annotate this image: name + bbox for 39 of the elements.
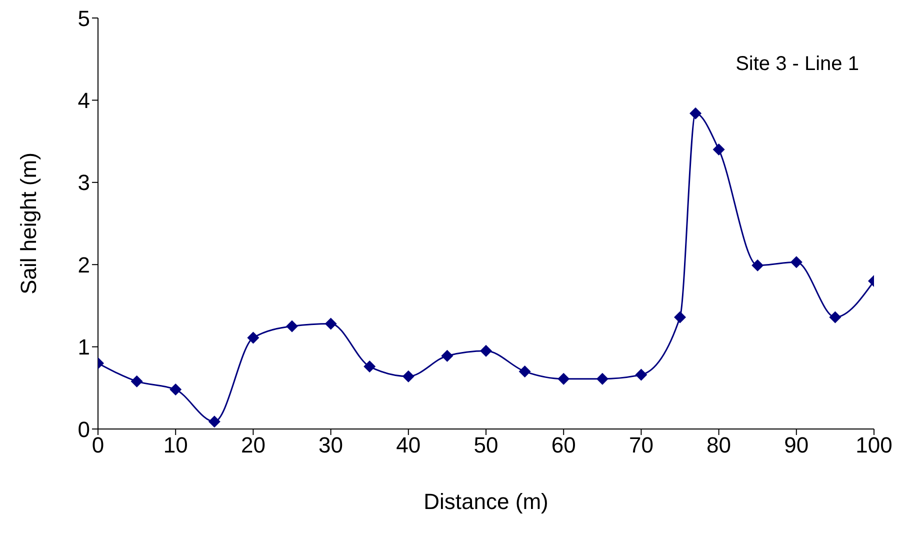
y-tick-label: 4: [78, 88, 90, 114]
point: [712, 144, 725, 156]
point: [324, 318, 337, 330]
point: [441, 350, 454, 362]
x-tick-label: 60: [551, 432, 576, 458]
annotation: Site 3 - Line 1: [736, 53, 859, 76]
x-tick-label: 40: [396, 432, 421, 458]
x-tick-label: 80: [706, 432, 732, 458]
point: [674, 311, 686, 324]
x-axis-title: Distance (m): [424, 489, 548, 514]
point: [635, 368, 648, 381]
point: [558, 372, 570, 385]
y-tick-label: 5: [78, 6, 90, 31]
point: [247, 332, 260, 344]
x-tick-label: 100: [856, 432, 892, 458]
point: [829, 311, 842, 324]
x-tick-label: 70: [628, 432, 654, 458]
x-tick-label: 50: [474, 432, 498, 458]
y-axis-title: Sail height (m): [16, 152, 41, 294]
point: [208, 416, 220, 428]
point: [480, 344, 492, 357]
point: [752, 259, 764, 272]
point: [690, 107, 702, 120]
y-tick-label: 3: [78, 170, 90, 196]
point: [170, 384, 182, 396]
x-tick-label: 10: [163, 432, 188, 458]
point: [596, 372, 608, 385]
point: [364, 360, 376, 373]
point: [402, 370, 414, 382]
y-tick-label: 0: [78, 416, 90, 442]
y-tick-label: 2: [78, 252, 90, 278]
x-tick-label: 90: [784, 432, 809, 458]
x-tick-label: 30: [318, 432, 344, 458]
y-tick-label: 1: [78, 334, 90, 360]
point: [518, 365, 531, 378]
x-tick-label: 20: [240, 432, 266, 458]
point: [790, 256, 802, 268]
point: [286, 320, 298, 332]
point: [130, 375, 143, 388]
